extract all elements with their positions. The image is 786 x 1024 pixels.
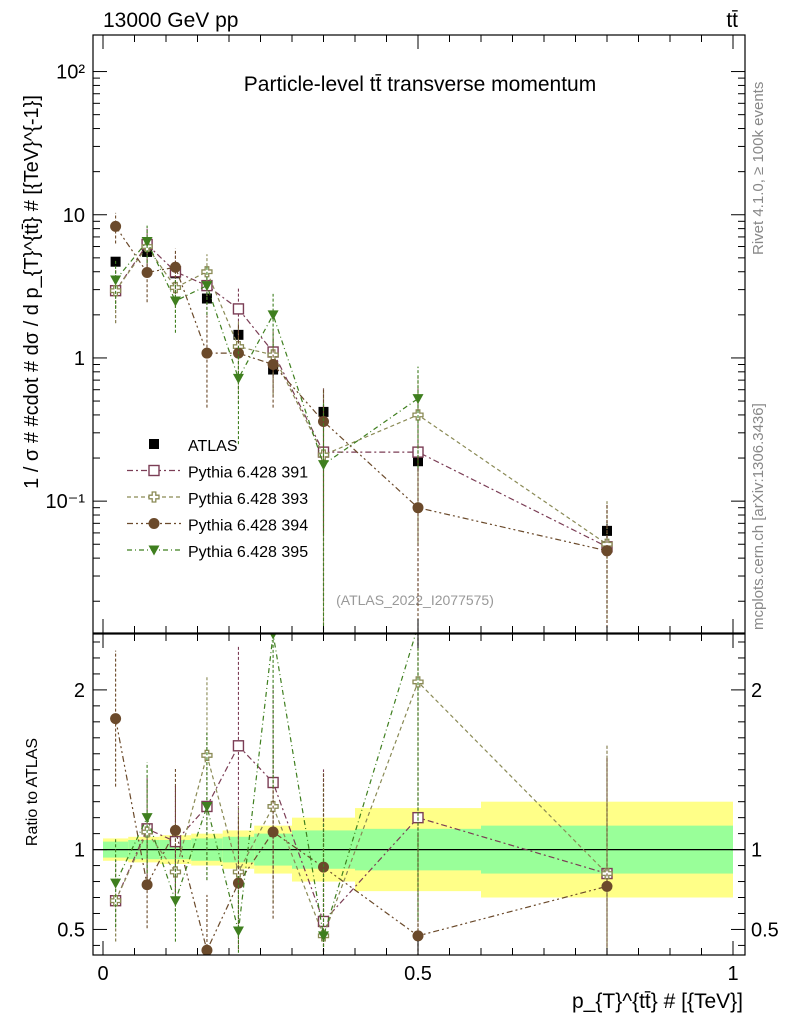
data-point [232, 740, 245, 752]
energy-label: 13000 GeV pp [103, 9, 238, 32]
y-tick-label-right: 1 [751, 840, 762, 862]
legend-label: Pythia 6.428 394 [188, 518, 308, 535]
series-391 [109, 228, 613, 629]
chart-title: Particle-level tt̄ transverse momentum [244, 73, 596, 96]
data-point [110, 713, 122, 725]
data-point [110, 878, 122, 889]
y-tick-label: 1 [74, 840, 85, 862]
ratio-frame [92, 633, 746, 956]
y-tick-label: 10 [63, 205, 85, 227]
data-point [318, 460, 329, 471]
y-tick-label: 10² [56, 62, 85, 84]
series-line [115, 634, 417, 937]
series-395 [110, 225, 424, 633]
data-point [201, 347, 213, 359]
rivet-version-label: Rivet 4.1.0, ≥ 100k events [750, 82, 767, 255]
legend: ATLAS Pythia 6.428 391 Pythia 6.428 393 Pyt… [127, 438, 308, 561]
legend-marker [148, 491, 160, 503]
source-label: mcplots.cern.ch [arXiv:1306.3436] [750, 403, 767, 630]
y-tick-label-right: 2 [751, 680, 762, 702]
data-point [318, 931, 329, 942]
y-tick-label: 0.5 [57, 919, 85, 941]
main-frame [92, 34, 746, 634]
data-point [201, 266, 213, 278]
series-line [115, 240, 419, 466]
ratio-panel: 0 0.5 1 0.5 0.5 1 1 2 2 Ratio to ATLAS p_{T}^{tt… [24, 633, 779, 1013]
data-point [601, 545, 613, 557]
main-y-axis-label: 1 / σ # #cdot # dσ / d p_{T}^{tt̄} # [{T… [21, 95, 43, 489]
ratio-series-393 [109, 634, 613, 955]
legend-label: Pythia 6.428 393 [188, 491, 308, 508]
data-point [169, 296, 181, 307]
data-point [110, 275, 122, 286]
data-point [412, 930, 424, 942]
legend-marker [148, 518, 160, 529]
legend-label: Pythia 6.428 395 [188, 544, 308, 561]
data-point [169, 261, 181, 273]
x-tick-label: 1 [727, 963, 738, 985]
data-point [141, 813, 153, 824]
x-tick-label: 0.5 [404, 963, 432, 985]
data-point [270, 634, 277, 640]
data-point [232, 926, 244, 937]
legend-label: ATLAS [188, 438, 238, 455]
data-point [169, 866, 182, 878]
data-point [110, 220, 122, 232]
main-panel: Particle-level tt̄ transverse momentum (… [21, 34, 746, 634]
data-point [169, 896, 181, 907]
series-393 [109, 230, 613, 633]
data-point [232, 303, 245, 315]
legend-label: Pythia 6.428 391 [188, 465, 308, 482]
y-tick-label-right: 0.5 [751, 919, 779, 941]
data-point [267, 358, 279, 370]
data-point [267, 310, 279, 321]
process-label: tt̄ [726, 9, 738, 32]
legend-marker [148, 464, 160, 477]
data-point [601, 880, 613, 892]
y-tick-label: 10⁻¹ [46, 491, 86, 513]
data-point [267, 826, 279, 838]
ratio-series-395 [110, 634, 419, 955]
data-point [412, 502, 424, 514]
ratio-series-394 [110, 650, 613, 955]
data-point [412, 394, 424, 405]
data-point [318, 415, 329, 427]
analysis-label: (ATLAS_2022_I2077575) [336, 592, 494, 608]
data-point [232, 373, 244, 384]
data-point [141, 879, 153, 891]
data-point [412, 676, 424, 688]
x-axis-label: p_{T}^{tt̄} # [{TeV}] [572, 990, 743, 1013]
series-atlas [110, 246, 612, 542]
data-point [412, 409, 424, 421]
data-point [141, 267, 153, 279]
y-tick-label: 2 [74, 680, 85, 702]
data-point [169, 824, 181, 836]
x-tick-label: 0 [97, 963, 108, 985]
y-tick-label: 1 [74, 348, 85, 370]
data-point [201, 944, 213, 955]
data-point [201, 801, 213, 812]
legend-marker [148, 545, 160, 556]
data-point [318, 861, 329, 873]
series-394 [110, 212, 613, 633]
ratio-series-391 [109, 634, 613, 955]
data-point [232, 877, 244, 889]
data-point [201, 281, 213, 292]
legend-marker [149, 439, 159, 449]
data-point [141, 237, 153, 248]
data-point [109, 285, 122, 297]
data-point [201, 749, 213, 762]
ratio-y-axis-label: Ratio to ATLAS [24, 738, 41, 846]
